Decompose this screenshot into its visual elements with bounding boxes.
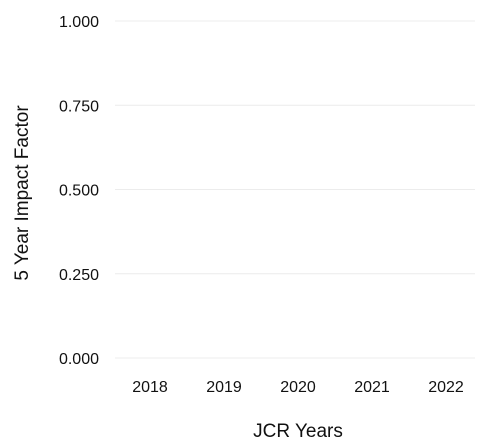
x-tick-label: 2020 — [280, 379, 316, 396]
y-axis-ticks: 0.000 0.250 0.500 0.750 1.000 — [59, 14, 99, 368]
y-tick-label: 0.500 — [59, 183, 99, 200]
x-tick-label: 2022 — [428, 379, 464, 396]
y-tick-label: 0.000 — [59, 351, 99, 368]
y-tick-label: 0.250 — [59, 267, 99, 284]
y-axis-label: 5 Year Impact Factor — [12, 105, 33, 281]
x-tick-label: 2021 — [354, 379, 390, 396]
y-tick-label: 0.750 — [59, 98, 99, 115]
x-tick-label: 2018 — [132, 379, 168, 396]
grid-lines — [115, 20, 475, 359]
x-tick-label: 2019 — [206, 379, 242, 396]
x-axis-ticks: 2018 2019 2020 2021 2022 — [132, 379, 464, 396]
x-axis-label: JCR Years — [253, 421, 343, 442]
y-tick-label: 1.000 — [59, 14, 99, 31]
